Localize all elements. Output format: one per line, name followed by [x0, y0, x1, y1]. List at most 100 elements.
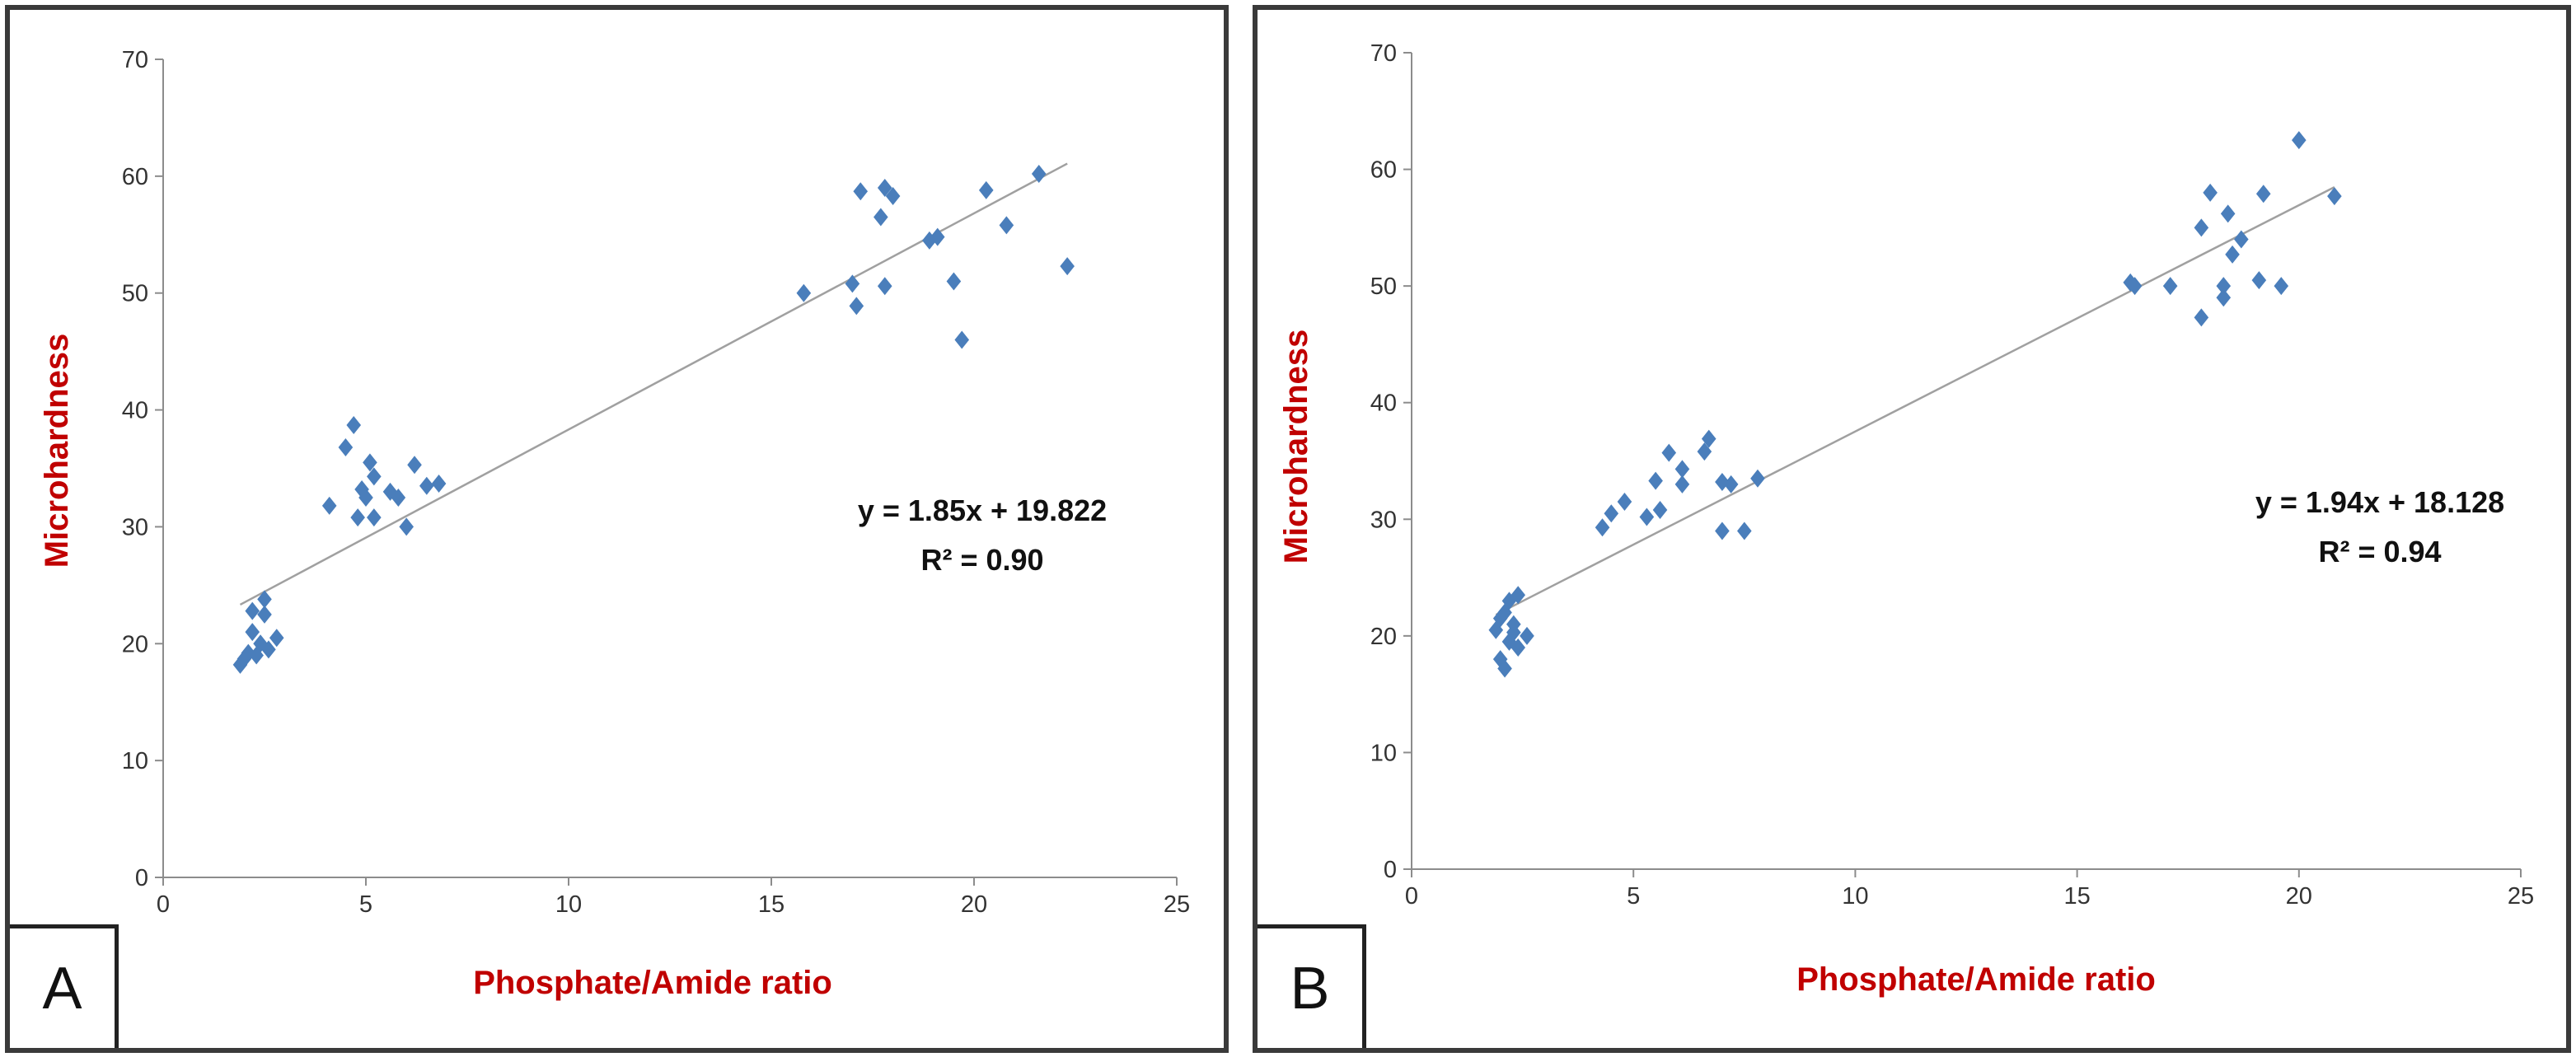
y-tick-label: 40	[1370, 391, 1397, 417]
data-point	[1501, 632, 1517, 651]
trendline	[239, 162, 1068, 606]
data-point	[1506, 615, 1521, 634]
data-point	[1617, 493, 1632, 512]
data-point	[346, 416, 362, 435]
data-point	[382, 482, 398, 501]
y-tick-label: 60	[122, 164, 148, 190]
data-point	[2292, 131, 2307, 150]
data-point	[1510, 586, 1526, 605]
trendline-equation: y = 1.85x + 19.822	[858, 493, 1107, 527]
data-point	[391, 488, 406, 507]
data-point	[877, 179, 892, 198]
data-point	[1497, 603, 1512, 622]
data-point	[845, 274, 860, 293]
x-axis-title: Phosphate/Amide ratio	[1796, 961, 2156, 998]
data-point	[2255, 185, 2271, 203]
data-point	[853, 182, 869, 201]
data-point	[2162, 277, 2178, 296]
data-point	[2203, 183, 2218, 202]
data-point	[2216, 277, 2232, 296]
y-tick-label: 70	[1370, 40, 1397, 67]
data-point	[350, 508, 365, 527]
data-point	[1031, 165, 1047, 184]
data-point	[2225, 245, 2240, 264]
data-point	[338, 437, 354, 456]
data-point	[1497, 659, 1512, 678]
y-tick-label: 50	[122, 281, 148, 307]
data-point	[321, 496, 337, 515]
x-tick-label: 0	[1405, 883, 1418, 910]
r-squared: R² = 0.94	[2318, 535, 2441, 568]
data-point	[367, 508, 382, 527]
data-point	[2194, 218, 2209, 237]
data-point	[237, 649, 252, 668]
data-point	[1661, 443, 1677, 462]
y-tick-label: 20	[122, 631, 148, 657]
x-tick-label: 5	[359, 891, 372, 918]
data-point	[2216, 288, 2232, 307]
y-tick-label: 30	[122, 514, 148, 540]
y-tick-label: 30	[1370, 507, 1397, 533]
panel-label-b: B	[1258, 924, 1366, 1048]
chart-a-plot: 0 10 20 30 40 50 60 70 0 5 10 15 20 25 Phosphate/Amide…	[39, 47, 1190, 1001]
data-point	[796, 283, 812, 302]
data-point	[2234, 230, 2249, 249]
x-tick-label: 20	[961, 891, 987, 918]
x-tick-label: 25	[2508, 883, 2534, 910]
data-point	[253, 634, 268, 653]
x-tick-label: 10	[555, 891, 582, 918]
data-point	[367, 467, 382, 486]
data-point	[257, 590, 272, 609]
data-point	[245, 601, 260, 620]
data-point	[877, 277, 892, 296]
data-point	[1501, 592, 1517, 610]
data-point	[1737, 521, 1752, 540]
y-axis-title: Microhardness	[39, 334, 75, 568]
data-point	[2194, 308, 2209, 327]
data-point	[261, 640, 276, 659]
data-point	[849, 297, 864, 316]
data-point	[999, 216, 1014, 235]
data-point	[1604, 504, 1619, 523]
data-point	[2251, 271, 2267, 290]
y-tick-label: 0	[135, 865, 148, 891]
x-tick-label: 25	[1164, 891, 1190, 918]
y-tick-label: 0	[1384, 857, 1397, 883]
data-point	[1652, 500, 1668, 519]
trendline-equation: y = 1.94x + 18.128	[2255, 485, 2504, 519]
chart-panel-b: 0 10 20 30 40 50 60 70 0 5 10 15 20 25 Phosphate/Amide…	[1253, 5, 2571, 1053]
data-point	[1595, 518, 1610, 537]
data-point	[2274, 277, 2289, 296]
data-point	[946, 272, 962, 291]
r-squared: R² = 0.90	[920, 543, 1043, 577]
data-point	[1510, 638, 1526, 657]
x-tick-label: 0	[157, 891, 170, 918]
y-tick-label: 40	[122, 398, 148, 424]
data-point	[873, 208, 888, 227]
data-point	[2220, 204, 2236, 223]
data-point	[1648, 471, 1663, 490]
data-point	[1060, 257, 1075, 276]
y-tick-label: 60	[1370, 157, 1397, 184]
data-point	[1674, 460, 1690, 479]
data-point	[245, 623, 260, 642]
data-point	[1520, 626, 1534, 645]
data-point	[358, 488, 373, 507]
data-point	[257, 605, 272, 624]
panel-label-a: A	[10, 924, 119, 1048]
chart-panel-a: 0 10 20 30 40 50 60 70 0 5 10 15 20 25 Phosphate/Amide…	[5, 5, 1229, 1053]
data-point	[269, 629, 284, 648]
data-point	[1697, 442, 1712, 461]
data-point	[2327, 187, 2342, 206]
data-point	[954, 330, 970, 349]
data-point	[1723, 475, 1739, 493]
x-tick-label: 15	[758, 891, 785, 918]
data-point	[431, 474, 447, 493]
y-tick-label: 50	[1370, 274, 1397, 300]
y-axis-title: Microhardness	[1278, 330, 1314, 564]
data-point	[1639, 507, 1655, 526]
y-tick-label: 10	[122, 748, 148, 774]
data-point	[407, 456, 422, 475]
data-point	[419, 476, 434, 495]
data-point	[1715, 521, 1730, 540]
